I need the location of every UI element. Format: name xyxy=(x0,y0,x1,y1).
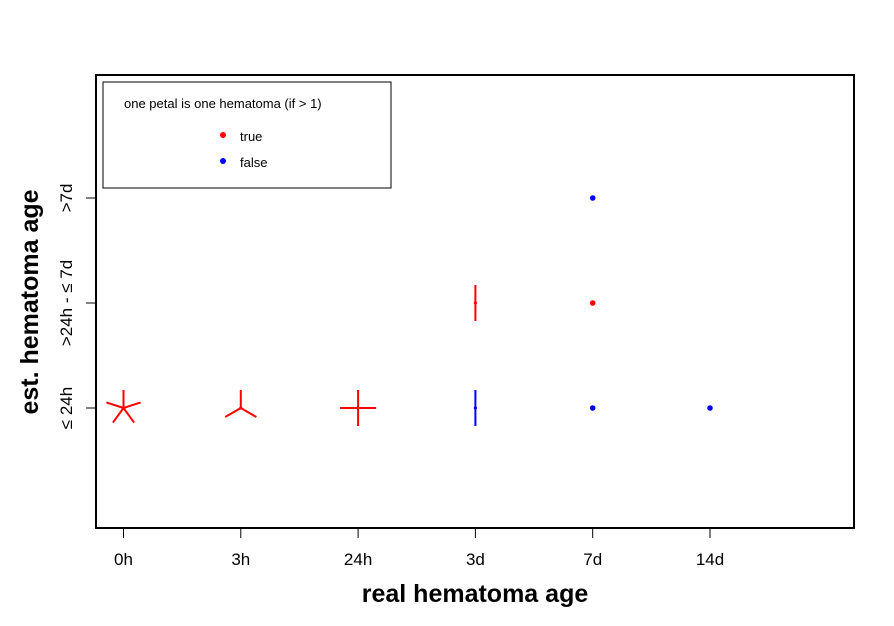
x-axis-label: real hematoma age xyxy=(362,580,589,608)
data-points xyxy=(106,195,713,426)
legend-label-true: true xyxy=(240,129,262,144)
x-tick-label-0h: 0h xyxy=(114,550,133,569)
point-7d-y1 xyxy=(589,300,596,306)
petal xyxy=(240,407,257,418)
y-tick-label-1: >24h - ≤ 7d xyxy=(57,260,76,346)
point-dot xyxy=(589,405,596,411)
point-dot xyxy=(589,300,596,306)
x-tick-label-3d: 3d xyxy=(466,550,485,569)
legend: one petal is one hematoma (if > 1) true … xyxy=(102,81,392,189)
petal xyxy=(123,401,141,409)
y-axis: ≤ 24h >24h - ≤ 7d >7d xyxy=(57,184,97,429)
point-0h-y0 xyxy=(106,390,141,424)
petal xyxy=(106,401,124,409)
point-3h-y0 xyxy=(224,390,257,418)
point-dot xyxy=(589,195,596,201)
point-7d-y2 xyxy=(589,195,596,201)
y-tick-label-2: >7d xyxy=(57,184,76,213)
point-7d-y0 xyxy=(589,405,596,411)
petal xyxy=(112,407,125,424)
x-tick-label-3h: 3h xyxy=(231,550,250,569)
legend-marker-false xyxy=(220,158,226,164)
point-24h-y0 xyxy=(340,390,377,426)
x-axis: 0h 3h 24h 3d 7d 14d xyxy=(114,527,724,569)
x-tick-label-14d: 14d xyxy=(696,550,724,569)
legend-box xyxy=(102,81,392,189)
legend-marker-true xyxy=(220,132,226,138)
x-tick-label-24h: 24h xyxy=(344,550,372,569)
x-tick-label-7d: 7d xyxy=(583,550,602,569)
legend-title: one petal is one hematoma (if > 1) xyxy=(124,96,322,111)
point-3d-y0 xyxy=(473,390,477,426)
y-tick-label-0: ≤ 24h xyxy=(57,387,76,429)
legend-label-false: false xyxy=(240,155,267,170)
point-14d-y0 xyxy=(707,405,713,411)
petal xyxy=(122,407,135,424)
point-dot xyxy=(707,405,713,411)
point-3d-y1 xyxy=(473,285,477,321)
y-axis-label: est. hematoma age xyxy=(16,189,44,414)
petal xyxy=(224,407,242,418)
